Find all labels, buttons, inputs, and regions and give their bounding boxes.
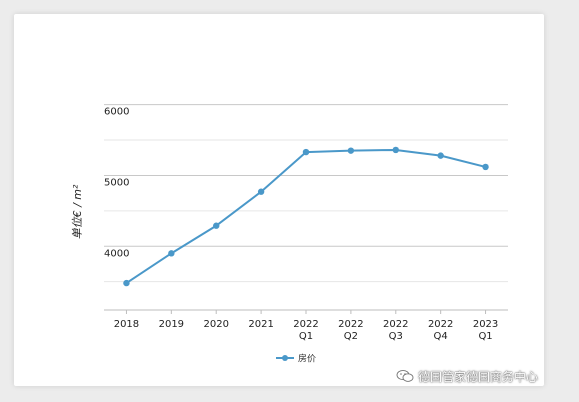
x-tick-label: 2022 [428, 319, 453, 330]
x-tick-label: 2021 [248, 319, 273, 330]
data-point [302, 148, 310, 156]
x-tick-label: 2023 [473, 319, 498, 330]
x-tick-label: Q1 [299, 331, 313, 342]
legend-label: 房价 [298, 353, 316, 365]
x-tick-label: 2020 [203, 319, 228, 330]
data-point [213, 222, 220, 229]
y-tick-label: 4000 [104, 248, 129, 259]
wechat-icon [396, 369, 414, 382]
x-tick-label: 2019 [159, 319, 184, 330]
series-line [125, 148, 486, 284]
y-tick-label: 6000 [104, 107, 129, 118]
data-point [392, 146, 399, 154]
y-axis-label: 单位€ / m² [71, 184, 84, 239]
watermark: 德国管家德国商务中心 [396, 366, 538, 386]
data-point [347, 147, 355, 154]
x-tick-label: Q4 [434, 331, 448, 342]
x-tick-label: Q1 [478, 331, 492, 342]
x-tick-label: 2022 [293, 319, 318, 330]
x-tick-label: 2022 [338, 319, 363, 330]
data-point [168, 250, 175, 257]
data-point [482, 163, 489, 171]
chart-card [14, 14, 544, 386]
x-tick-label: 2022 [383, 319, 408, 330]
x-tick-label: Q3 [389, 331, 403, 342]
data-point [437, 152, 444, 159]
watermark-text: 德国管家德国商务中心 [418, 369, 539, 384]
data-point [123, 279, 130, 287]
data-point [257, 188, 265, 195]
x-tick-label: Q2 [344, 331, 358, 342]
y-tick-label: 5000 [104, 177, 129, 188]
x-tick-label: 2018 [114, 319, 139, 330]
legend-marker [282, 355, 288, 361]
